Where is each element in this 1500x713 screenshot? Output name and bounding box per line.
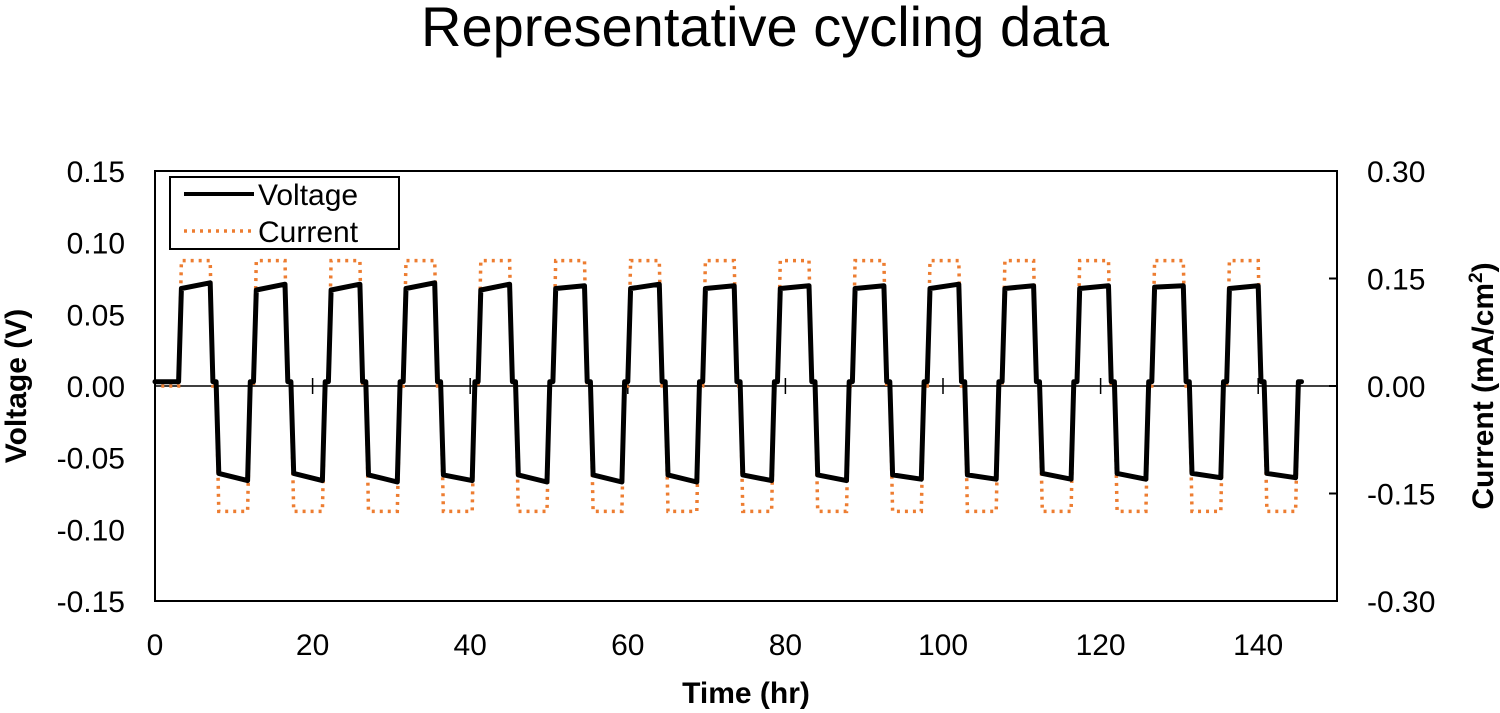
x-tick-label: 0: [147, 629, 164, 662]
y-tick-label: -0.10: [57, 514, 125, 547]
y-tick-label: 0.05: [67, 299, 125, 332]
x-tick-label: 100: [918, 629, 968, 662]
x-tick-label: 140: [1233, 629, 1283, 662]
y2-axis-title-tail: ): [1467, 262, 1500, 272]
voltage-series-line: [152, 280, 1304, 485]
y-axis-title: Voltage (V): [0, 309, 33, 463]
left-axis: 0.15 0.10 0.05 0.00 -0.05 -0.10 -0.15: [57, 156, 125, 619]
y2-axis-title: Current (mA/cm2): [1466, 262, 1500, 509]
legend-voltage-label: Voltage: [258, 179, 358, 212]
y2-axis-title-main: Current (mA/cm: [1467, 283, 1500, 510]
x-tick-label: 80: [769, 629, 802, 662]
x-tick-label: 40: [454, 629, 487, 662]
y2-tick-label: -0.30: [1367, 586, 1435, 619]
y-tick-label: 0.00: [67, 371, 125, 404]
y2-tick-label: 0.30: [1367, 156, 1425, 189]
y-tick-label: -0.15: [57, 586, 125, 619]
y2-tick-label: 0.00: [1367, 371, 1425, 404]
y-tick-label: -0.05: [57, 443, 125, 476]
x-tick-label: 60: [611, 629, 644, 662]
legend: Voltage Current: [169, 176, 400, 250]
x-tick-label: 20: [296, 629, 329, 662]
y2-tick-label: 0.15: [1367, 264, 1425, 297]
x-axis: 0 20 40 60 80 100 120 140: [147, 629, 1284, 662]
right-axis: 0.30 0.15 0.00 -0.15 -0.30: [1329, 156, 1435, 619]
x-tick-label: 120: [1076, 629, 1126, 662]
legend-current-label: Current: [258, 216, 359, 249]
chart-title: Representative cycling data: [421, 0, 1110, 58]
y-tick-label: 0.10: [67, 228, 125, 261]
y2-tick-label: -0.15: [1367, 479, 1435, 512]
x-axis-title: Time (hr): [682, 677, 810, 710]
legend-box: [169, 176, 400, 250]
y-tick-label: 0.15: [67, 156, 125, 189]
y2-axis-title-sup: 2: [1466, 272, 1487, 283]
